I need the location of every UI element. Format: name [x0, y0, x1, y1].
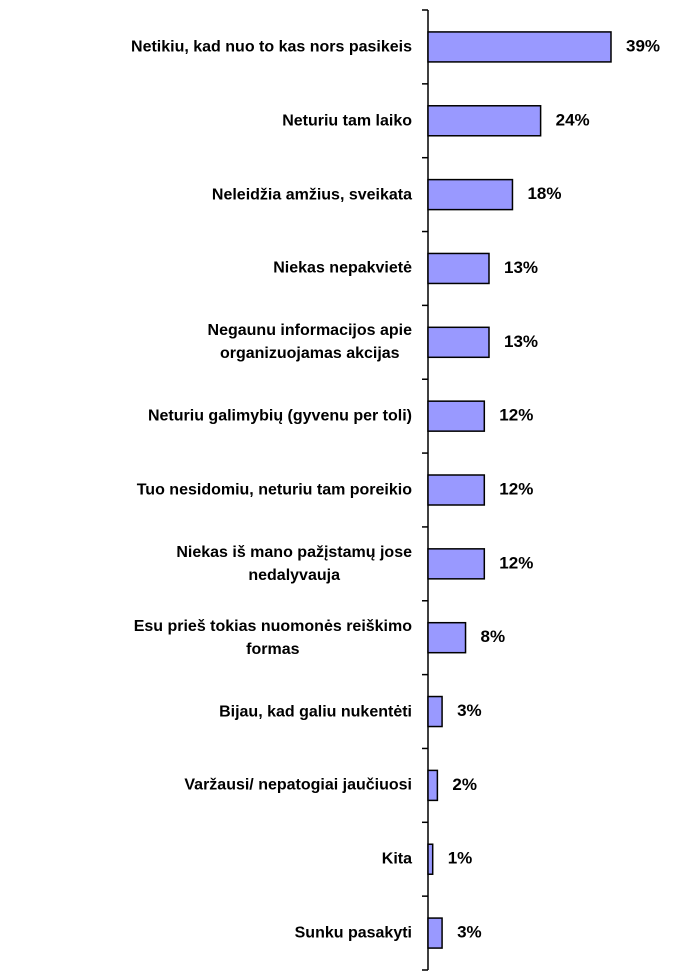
value-label: 12% — [499, 406, 533, 425]
bar — [427, 178, 514, 211]
category-label: Kita — [381, 850, 412, 868]
value-label: 12% — [499, 553, 533, 572]
category-label: Neturiu tam laiko — [282, 112, 412, 130]
category-label: Esu prieš tokias nuomonės reiškimo forma… — [133, 617, 412, 658]
value-label: 12% — [499, 479, 533, 498]
category-label: Varžausi/ nepatogiai jaučiuosi — [184, 776, 412, 794]
value-label: 3% — [457, 701, 482, 720]
category-label: Neleidžia amžius, sveikata — [211, 186, 412, 204]
value-label: 13% — [504, 258, 538, 277]
bar — [427, 843, 434, 875]
bar — [427, 326, 490, 359]
bar — [427, 474, 486, 506]
bar — [427, 621, 467, 654]
bar — [427, 548, 486, 580]
bar — [427, 695, 443, 728]
category-label: Sunku pasakyti — [294, 924, 412, 942]
value-label: 2% — [452, 775, 477, 794]
category-label: Netikiu, kad nuo to kas nors pasikeis — [131, 38, 412, 56]
category-label: Niekas nepakvietė — [273, 259, 412, 277]
value-label: 18% — [527, 184, 561, 203]
category-label: Niekas iš mano pažįstamų jose nedalyvauj… — [176, 543, 412, 584]
category-label: Tuo nesidomiu, neturiu tam poreikio — [136, 481, 412, 499]
bar — [427, 400, 486, 432]
value-label: 39% — [626, 36, 660, 55]
bar — [427, 769, 439, 802]
category-label: Negaunu informacijos apie organizuojamas… — [207, 322, 412, 363]
value-label: 3% — [457, 923, 482, 942]
bar — [427, 31, 612, 63]
category-label: Neturiu galimybių (gyvenu per toli) — [147, 407, 412, 425]
value-label: 1% — [448, 849, 473, 868]
bar — [427, 917, 443, 949]
category-label: Bijau, kad galiu nukentėti — [219, 703, 412, 721]
value-label: 13% — [504, 332, 538, 351]
value-label: 8% — [481, 627, 506, 646]
bar — [427, 105, 542, 137]
value-label: 24% — [556, 110, 590, 129]
bar — [427, 252, 490, 285]
